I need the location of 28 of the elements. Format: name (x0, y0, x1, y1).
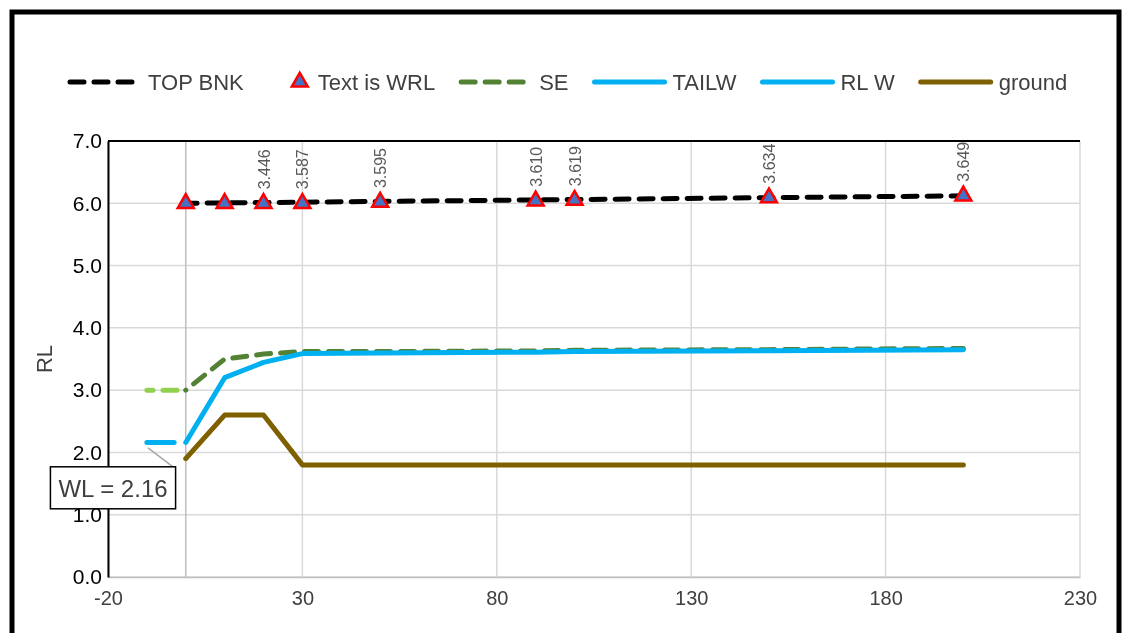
annotation: 3.649 (955, 141, 973, 182)
annotation: 3.587 (294, 149, 312, 190)
legend-label: Text is WRL (317, 70, 436, 95)
legend-label: ground (998, 70, 1068, 95)
x-tick-label: 180 (869, 587, 903, 610)
y-tick-label: 7.0 (72, 129, 102, 153)
y-tick-label: 4.0 (72, 316, 102, 340)
legend-label: TAILW (672, 70, 737, 95)
annotation: 3.595 (372, 147, 390, 189)
legend-label: RL W (840, 70, 895, 95)
y-tick-label: 0.0 (72, 565, 102, 589)
x-tick-label: -20 (94, 587, 123, 610)
annotation: 3.610 (527, 146, 545, 187)
annotation: WL = 2.16 (58, 474, 168, 502)
y-tick-label: 5.0 (72, 253, 102, 277)
y-tick-label: 2.0 (72, 440, 102, 464)
x-tick-label: 80 (486, 587, 509, 610)
x-tick-label: 230 (1063, 587, 1098, 610)
annotation: 3.446 (255, 149, 273, 190)
x-tick-label: 30 (291, 587, 315, 610)
annotation: 3.634 (760, 143, 778, 184)
legend-label: SE (539, 70, 569, 95)
y-tick-label: 6.0 (72, 191, 102, 215)
y-tick-label: 3.0 (72, 378, 102, 402)
y-axis-title: RL (32, 344, 57, 374)
annotation: 3.619 (566, 146, 584, 187)
legend-label: TOP BNK (148, 70, 245, 95)
x-tick-label: 130 (675, 587, 709, 610)
